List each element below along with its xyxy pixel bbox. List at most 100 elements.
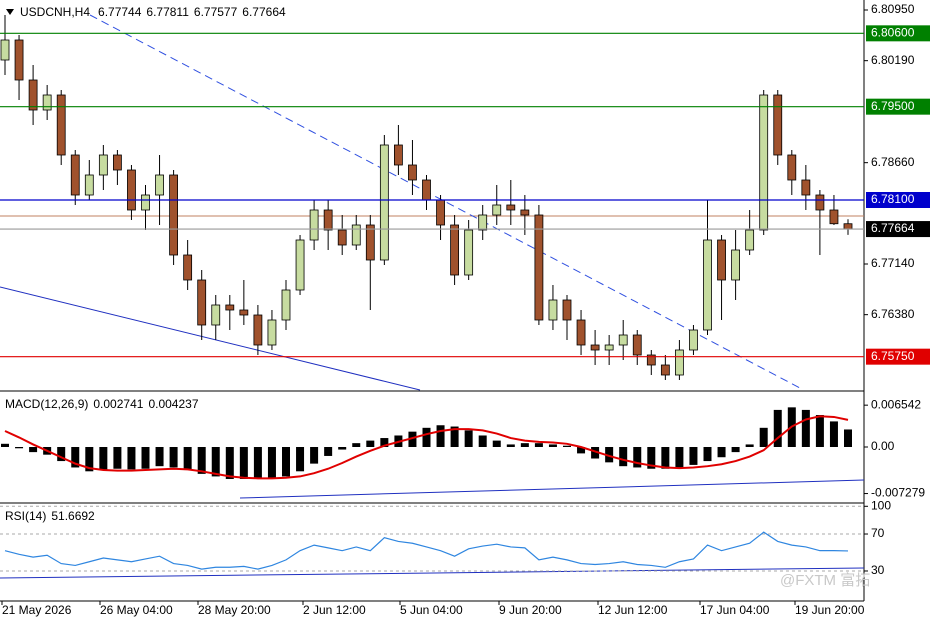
level-label: 6.78100 — [871, 192, 915, 206]
level-tag — [866, 98, 930, 115]
y-tick-label: 0.00 — [871, 439, 895, 453]
macd-bar — [338, 447, 347, 450]
macd-bar — [689, 447, 698, 465]
macd-bar — [745, 444, 754, 447]
level-label: 6.77664 — [871, 221, 915, 235]
macd-bar — [57, 447, 66, 462]
candle-body — [675, 349, 684, 376]
candle-body — [422, 179, 431, 201]
candle-body — [618, 334, 628, 346]
candle-body — [787, 154, 797, 181]
y-tick-label: 6.76380 — [871, 307, 915, 321]
candle-body — [829, 209, 839, 225]
level-tag — [866, 221, 930, 238]
candle-body — [393, 144, 403, 166]
candle-body — [14, 39, 24, 81]
macd-bar — [183, 447, 192, 471]
macd-bar — [773, 409, 782, 447]
macd-bar — [577, 447, 586, 454]
macd-bar — [703, 447, 712, 462]
candle-body — [211, 304, 221, 326]
macd-bar — [1, 443, 9, 447]
candle-body — [436, 199, 445, 226]
level-label: 6.75750 — [871, 349, 915, 363]
macd-bar — [520, 443, 529, 447]
candle-body — [703, 239, 712, 331]
macd-signal-line — [4, 415, 849, 480]
x-tick-label: 9 Jun 20:00 — [499, 603, 562, 617]
macd-bar — [267, 447, 276, 478]
trend-line — [0, 567, 865, 579]
y-tick-label: 0.006542 — [871, 397, 921, 411]
candle-body — [745, 229, 755, 251]
macd-bar — [282, 447, 290, 477]
candle-body — [225, 304, 235, 311]
candle-body — [604, 344, 614, 351]
macd-bar — [591, 447, 600, 459]
low: 6.77577 — [194, 5, 238, 19]
candle-body — [239, 309, 249, 316]
candle-body — [548, 299, 558, 321]
x-tick-label: 17 Jun 04:00 — [700, 603, 770, 617]
macd-bar — [127, 447, 136, 470]
level-tag — [866, 25, 930, 42]
macd-bar — [253, 447, 262, 479]
candle-body — [141, 194, 150, 211]
macd-bar — [141, 447, 150, 469]
macd-bar — [563, 445, 571, 447]
macd-bar — [324, 447, 333, 456]
macd-bar — [85, 447, 94, 472]
level-label: 6.79500 — [871, 99, 915, 113]
macd-bar — [492, 440, 501, 447]
macd-bar — [464, 430, 473, 447]
x-tick-label: 2 Jun 12:00 — [303, 603, 366, 617]
candle-body — [127, 169, 136, 211]
macd-bar — [619, 447, 628, 467]
macd-bar — [408, 431, 417, 447]
candle-body — [337, 229, 347, 246]
rsi-line — [4, 531, 849, 570]
level-tag — [866, 192, 930, 208]
candle-body — [98, 154, 108, 176]
candle-body — [506, 204, 516, 211]
candle-body — [0, 39, 10, 61]
candle-body — [28, 79, 38, 111]
close: 6.77664 — [242, 5, 286, 19]
macd-bar — [605, 447, 614, 463]
macd-bar — [422, 427, 431, 447]
y-tick-label: 6.78660 — [871, 155, 915, 169]
macd-bar — [759, 427, 768, 447]
x-tick-label: 5 Jun 04:00 — [400, 603, 463, 617]
macd-bar — [310, 447, 319, 464]
macd-bar — [647, 447, 656, 469]
candle-body — [492, 204, 502, 216]
macd-bar — [844, 429, 852, 447]
macd-bar — [548, 444, 557, 447]
macd-main: 0.002741 — [93, 397, 143, 411]
x-tick-label: 26 May 04:00 — [100, 603, 173, 617]
candle-body — [183, 254, 193, 281]
high: 6.77811 — [146, 5, 189, 19]
candle-body — [773, 94, 783, 156]
macd-bar — [352, 443, 361, 447]
macd-bar — [296, 447, 305, 472]
macd-bar — [71, 447, 80, 468]
macd-bar — [801, 409, 810, 447]
rsi-label: RSI(14) — [5, 509, 46, 523]
macd-header: MACD(12,26,9) 0.002741 0.004237 — [5, 397, 199, 411]
candle-body — [267, 319, 277, 346]
candle-body — [843, 223, 853, 230]
macd-bar — [169, 447, 178, 468]
macd-bar — [239, 447, 248, 479]
chart-header: USDCNH,H4 6.77744 6.77811 6.77577 6.77664 — [20, 5, 286, 19]
candle-body — [155, 174, 164, 196]
candle-body — [169, 174, 179, 256]
candle-body — [281, 289, 291, 321]
watermark: @FXTM 富拓 — [780, 571, 870, 589]
layout — [0, 0, 865, 602]
macd-bar — [99, 447, 108, 471]
candle-body — [534, 214, 544, 321]
candle-body — [56, 94, 66, 156]
candle-body — [815, 194, 825, 211]
